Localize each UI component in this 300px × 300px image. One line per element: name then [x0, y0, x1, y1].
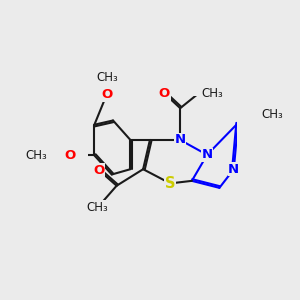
Text: N: N	[202, 148, 213, 161]
Text: O: O	[101, 88, 112, 101]
Text: O: O	[93, 164, 105, 177]
Text: N: N	[175, 134, 186, 146]
Text: CH₃: CH₃	[26, 149, 47, 162]
Text: S: S	[165, 176, 175, 191]
Text: CH₃: CH₃	[262, 108, 283, 121]
Text: O: O	[64, 149, 76, 162]
Text: CH₃: CH₃	[201, 87, 223, 100]
Text: CH₃: CH₃	[86, 201, 108, 214]
Text: O: O	[159, 87, 170, 100]
Text: CH₃: CH₃	[97, 70, 118, 83]
Text: N: N	[228, 163, 239, 176]
